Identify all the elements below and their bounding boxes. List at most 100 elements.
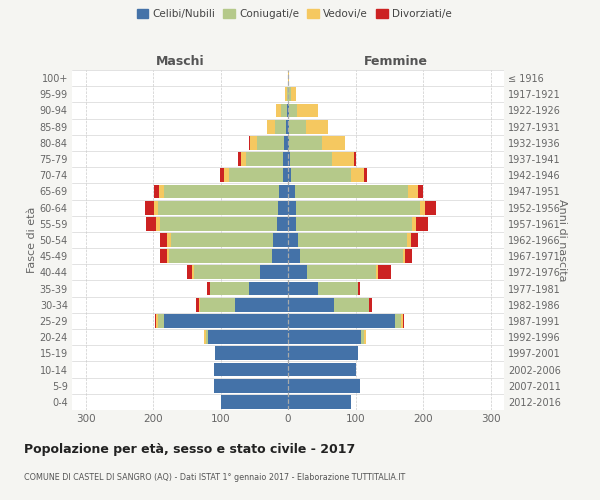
Bar	[196, 298, 199, 312]
Bar	[401, 314, 403, 328]
Text: Femmine: Femmine	[364, 54, 428, 68]
Bar	[192, 266, 193, 280]
Bar	[157, 217, 160, 230]
Bar	[286, 88, 287, 101]
Bar	[288, 346, 358, 360]
Bar	[322, 136, 344, 149]
Bar	[403, 250, 405, 263]
Bar	[288, 298, 334, 312]
Bar	[238, 152, 241, 166]
Bar	[208, 330, 288, 344]
Bar	[288, 200, 296, 214]
Bar	[279, 184, 288, 198]
Bar	[305, 120, 328, 134]
Bar	[221, 395, 288, 409]
Text: Popolazione per età, sesso e stato civile - 2017: Popolazione per età, sesso e stato civil…	[24, 442, 355, 456]
Bar	[155, 314, 157, 328]
Bar	[159, 184, 164, 198]
Bar	[167, 233, 170, 247]
Bar	[160, 250, 167, 263]
Bar	[334, 298, 369, 312]
Text: COMUNE DI CASTEL DI SANGRO (AQ) - Dati ISTAT 1° gennaio 2017 - Elaborazione TUTT: COMUNE DI CASTEL DI SANGRO (AQ) - Dati I…	[24, 472, 405, 482]
Bar	[290, 152, 332, 166]
Bar	[288, 330, 361, 344]
Bar	[332, 152, 354, 166]
Bar	[169, 250, 272, 263]
Legend: Celibi/Nubili, Coniugati/e, Vedovi/e, Divorziati/e: Celibi/Nubili, Coniugati/e, Vedovi/e, Di…	[133, 5, 455, 24]
Bar	[193, 266, 260, 280]
Bar	[376, 266, 378, 280]
Bar	[403, 314, 404, 328]
Bar	[292, 168, 351, 182]
Bar	[319, 282, 358, 296]
Bar	[296, 200, 419, 214]
Bar	[358, 282, 360, 296]
Bar	[154, 200, 158, 214]
Bar	[229, 168, 283, 182]
Bar	[298, 104, 318, 118]
Bar	[288, 314, 395, 328]
Bar	[241, 152, 246, 166]
Bar	[290, 88, 296, 101]
Bar	[288, 71, 289, 85]
Bar	[288, 88, 290, 101]
Bar	[250, 136, 257, 149]
Bar	[276, 104, 281, 118]
Bar	[157, 314, 158, 328]
Bar	[206, 330, 208, 344]
Bar	[235, 298, 288, 312]
Bar	[278, 200, 288, 214]
Bar	[207, 282, 210, 296]
Bar	[289, 136, 322, 149]
Bar	[364, 330, 365, 344]
Bar	[419, 200, 425, 214]
Bar	[267, 120, 275, 134]
Bar	[214, 379, 288, 392]
Bar	[300, 250, 403, 263]
Y-axis label: Fasce di età: Fasce di età	[26, 207, 37, 273]
Bar	[199, 298, 200, 312]
Bar	[288, 362, 355, 376]
Bar	[295, 184, 408, 198]
Bar	[145, 200, 154, 214]
Bar	[298, 233, 407, 247]
Bar	[160, 233, 167, 247]
Bar	[369, 298, 372, 312]
Bar	[277, 217, 288, 230]
Bar	[351, 168, 364, 182]
Bar	[288, 250, 300, 263]
Bar	[288, 184, 295, 198]
Bar	[288, 104, 289, 118]
Bar	[288, 266, 307, 280]
Text: Maschi: Maschi	[155, 54, 205, 68]
Bar	[288, 395, 351, 409]
Bar	[260, 266, 288, 280]
Y-axis label: Anni di nascita: Anni di nascita	[557, 198, 566, 281]
Bar	[286, 120, 288, 134]
Bar	[275, 120, 286, 134]
Bar	[154, 184, 159, 198]
Bar	[395, 314, 401, 328]
Bar	[204, 330, 206, 344]
Bar	[361, 330, 364, 344]
Bar	[289, 120, 305, 134]
Bar	[289, 104, 298, 118]
Bar	[416, 217, 428, 230]
Bar	[354, 152, 356, 166]
Bar	[146, 217, 157, 230]
Bar	[214, 362, 288, 376]
Bar	[407, 233, 411, 247]
Bar	[283, 168, 288, 182]
Bar	[257, 136, 284, 149]
Bar	[284, 136, 288, 149]
Bar	[288, 217, 296, 230]
Bar	[296, 217, 412, 230]
Bar	[224, 168, 229, 182]
Bar	[288, 168, 292, 182]
Bar	[246, 152, 283, 166]
Bar	[408, 184, 418, 198]
Bar	[283, 152, 288, 166]
Bar	[287, 104, 288, 118]
Bar	[220, 168, 224, 182]
Bar	[425, 200, 436, 214]
